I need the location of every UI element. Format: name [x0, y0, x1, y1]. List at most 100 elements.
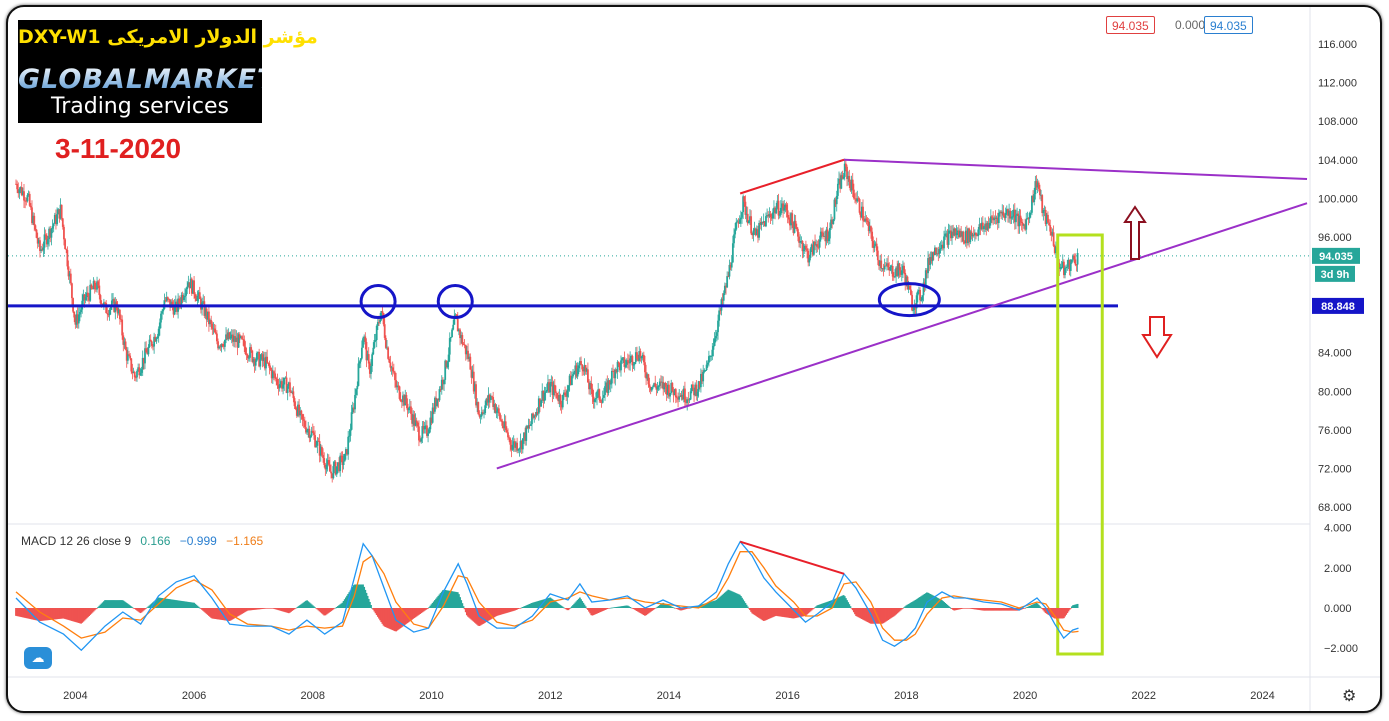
highlight-box — [1056, 233, 1104, 656]
macd-hist-bar — [91, 608, 94, 613]
candle-body — [931, 252, 934, 262]
macd-hist-bar — [20, 608, 23, 618]
candle-body — [993, 217, 996, 221]
candle-body — [407, 408, 410, 411]
macd-hist-bar — [660, 604, 662, 608]
macd-hist-bar — [402, 608, 404, 627]
macd-hist-bar — [865, 608, 868, 622]
macd-hist-bar — [820, 603, 823, 608]
candle-body — [390, 367, 393, 369]
candle-body — [158, 322, 161, 329]
macd-hist-bar — [739, 595, 742, 608]
candle-body — [561, 394, 564, 408]
candle-body — [152, 345, 154, 347]
candle-body — [912, 310, 915, 311]
candle-body — [290, 392, 293, 394]
candle-body — [452, 324, 455, 330]
candle-body — [666, 384, 669, 395]
candle-body — [210, 320, 213, 324]
candle-body — [886, 263, 888, 266]
macd-hist-bar — [768, 608, 771, 619]
macd-hist-bar — [971, 608, 974, 610]
macd-hist-bar — [657, 605, 660, 608]
candle-body — [262, 357, 265, 362]
macd-hist-bar — [637, 608, 640, 612]
macd-hist-bar — [932, 595, 935, 608]
macd-hist-bar — [360, 584, 363, 608]
macd-hist-bar — [654, 608, 657, 609]
macd-hist-bar — [188, 602, 191, 608]
macd-hist-bar — [559, 605, 562, 608]
candle-body — [781, 203, 783, 208]
buy-price-box[interactable]: 94.035 — [1204, 16, 1253, 34]
candle-body — [940, 244, 943, 249]
candle-body — [1034, 181, 1037, 195]
candle-body — [60, 204, 63, 219]
macd-hist-bar — [1013, 608, 1016, 611]
macd-hist-bar — [665, 604, 668, 608]
macd-divergence-line — [739, 540, 845, 575]
macd-hist-bar — [279, 608, 282, 611]
macd-hist-bar — [1066, 608, 1069, 614]
x-tick-label: 2018 — [894, 690, 918, 702]
macd-hist-bar — [107, 600, 110, 608]
candle-body — [41, 249, 44, 251]
macd-hist-bar — [598, 608, 601, 613]
macd-hist-bar — [255, 608, 258, 610]
macd-hist-bar — [469, 608, 472, 619]
macd-hist-bar — [98, 605, 101, 608]
candle-body — [757, 229, 759, 238]
macd-hist-bar — [195, 604, 198, 608]
candle-body — [221, 344, 224, 347]
candle-body — [364, 336, 367, 342]
macd-hist-bar — [121, 600, 124, 608]
macd-hist-bar — [435, 598, 437, 608]
macd-hist-bar — [386, 608, 388, 628]
countdown-badge-text: 3d 9h — [1321, 269, 1350, 281]
price-badge-text: 94.035 — [1319, 251, 1353, 263]
macd-hist-bar — [92, 608, 95, 612]
candle-body — [301, 414, 304, 420]
macd-hist-bar — [1055, 608, 1057, 619]
candle-body — [205, 308, 208, 320]
candle-body — [174, 301, 177, 305]
macd-hist-bar — [57, 608, 60, 620]
sell-price-box[interactable]: 94.035 — [1106, 16, 1155, 34]
tradingview-logo-icon[interactable]: ☁ — [24, 647, 52, 669]
candle-body — [599, 399, 602, 402]
candle-body — [326, 460, 329, 465]
macd-hist-bar — [273, 608, 275, 609]
macd-hist-bar — [480, 608, 483, 625]
candle-body — [784, 204, 787, 208]
price-divergence-line — [739, 158, 845, 195]
macd-hist-bar — [58, 608, 61, 619]
macd-hist-bar — [84, 608, 87, 620]
candle-body — [415, 420, 418, 423]
macd-hist-bar — [684, 608, 686, 610]
macd-y-tick-label: 0.000 — [1324, 603, 1352, 615]
macd-hist-bar — [39, 608, 41, 622]
candle-body — [908, 285, 911, 290]
macd-hist-bar — [267, 608, 270, 609]
macd-legend[interactable]: MACD 12 26 close 9 0.166 −0.999 −1.165 — [21, 534, 263, 548]
macd-hist-bar — [398, 608, 401, 629]
tradingview-chart[interactable]: 116.000112.000108.000104.000100.00096.00… — [8, 7, 1380, 711]
macd-hist-bar — [898, 608, 901, 612]
macd-hist-bar — [133, 608, 136, 609]
macd-hist-bar — [553, 600, 556, 608]
candle-body — [69, 273, 72, 284]
candle-body — [1062, 261, 1065, 276]
candle-body — [519, 441, 522, 449]
macd-hist-bar — [189, 602, 192, 608]
candle-body — [580, 361, 582, 365]
macd-hist-bar — [814, 607, 816, 608]
candle-body — [20, 186, 23, 195]
candle-body — [962, 231, 965, 242]
gear-icon[interactable]: ⚙ — [1342, 688, 1357, 705]
candle-body — [1040, 195, 1042, 196]
macd-hist-bar — [540, 600, 542, 608]
candle-body — [596, 391, 598, 399]
candle-body — [959, 231, 961, 238]
candle-body — [632, 364, 635, 366]
candle-body — [343, 453, 346, 462]
